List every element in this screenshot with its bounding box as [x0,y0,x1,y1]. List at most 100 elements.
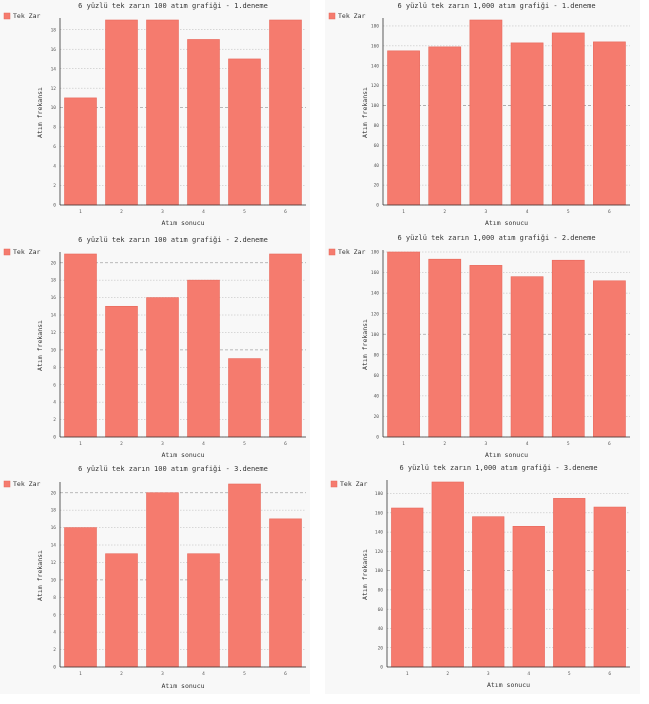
bar [472,516,505,668]
x-axis-label: Atım sonucu [161,682,204,690]
y-tick-label: 160 [375,510,383,516]
x-tick-label: 5 [567,441,570,447]
x-tick-label: 3 [485,441,488,447]
y-axis-label: Atım frekansı [36,87,44,138]
chart-title: 6 yüzlü tek zarın 100 atım grafiği - 2.d… [78,236,268,244]
legend-label: Tek Zar [13,480,40,488]
x-axis-label: Atım sonucu [487,681,530,689]
x-tick-label: 4 [526,209,529,215]
bar [146,297,179,438]
bar [431,481,464,668]
y-tick-label: 8 [53,125,56,131]
x-tick-label: 2 [443,441,446,447]
x-tick-label: 6 [608,671,611,677]
y-axis-label: Atım frekansı [361,319,369,370]
y-tick-label: 60 [374,143,380,149]
y-tick-label: 80 [374,352,380,358]
x-tick-label: 1 [406,671,409,677]
y-tick-label: 100 [375,568,383,574]
bar [269,518,302,668]
bar [387,251,420,438]
y-tick-label: 140 [371,291,379,297]
x-tick-label: 4 [526,441,529,447]
y-tick-label: 100 [371,103,379,109]
x-tick-label: 4 [202,441,205,447]
y-tick-label: 8 [53,365,56,371]
x-tick-label: 3 [161,671,164,677]
bar [391,507,424,668]
y-tick-label: 10 [51,105,57,111]
y-tick-label: 14 [51,66,57,72]
y-tick-label: 16 [51,295,57,301]
y-tick-label: 6 [53,612,56,618]
x-tick-label: 6 [284,209,287,215]
y-tick-label: 10 [51,577,57,583]
y-tick-label: 120 [371,311,379,317]
x-tick-label: 2 [120,441,123,447]
bar-chart: 0 20 40 60 80 100 120 140 160 180 1 2 3 4 5 6 6 yüzlü te… [328,2,630,227]
legend-label: Tek Zar [338,12,365,20]
x-tick-label: 2 [443,209,446,215]
chart-title: 6 yüzlü tek zarın 1,000 atım grafiği - 2… [397,234,595,242]
y-tick-label: 60 [378,607,384,613]
x-tick-label: 5 [243,209,246,215]
bar [146,492,179,668]
y-tick-label: 2 [53,647,56,653]
y-tick-label: 0 [380,665,383,671]
x-tick-label: 6 [284,441,287,447]
bar [512,526,545,668]
legend-swatch [3,480,11,488]
bar [146,19,179,206]
bar [187,553,220,668]
bar [64,527,97,668]
bar [187,39,220,206]
bar [551,259,585,438]
y-tick-label: 0 [53,203,56,209]
legend-label: Tek Zar [338,248,365,256]
bar [469,265,503,438]
bar [428,46,462,206]
y-tick-label: 140 [375,530,383,536]
bar [105,305,138,438]
x-tick-label: 5 [567,209,570,215]
legend-swatch [328,12,336,20]
bar [228,58,261,206]
y-tick-label: 12 [51,86,57,92]
y-tick-label: 80 [374,123,380,129]
y-tick-label: 160 [371,43,379,49]
y-axis-label: Atım frekansı [361,549,369,600]
x-tick-label: 3 [487,671,490,677]
x-tick-label: 4 [202,671,205,677]
x-tick-label: 6 [608,441,611,447]
bar [387,50,420,206]
chart-title: 6 yüzlü tek zarın 100 atım grafiği - 3.d… [78,465,268,473]
y-tick-label: 10 [51,347,57,353]
legend-swatch [3,12,11,20]
y-tick-label: 80 [378,588,384,594]
y-tick-label: 0 [376,203,379,209]
y-tick-label: 40 [374,393,380,399]
y-tick-label: 18 [51,27,57,33]
legend-swatch [3,248,11,256]
bar [228,358,261,438]
chart-title: 6 yüzlü tek zarın 1,000 atım grafiği - 1… [397,2,595,10]
y-tick-label: 16 [51,525,57,531]
y-tick-label: 100 [371,332,379,338]
bar [428,258,462,438]
bar [105,553,138,668]
bar [593,41,626,206]
y-tick-label: 4 [53,400,56,406]
x-tick-label: 1 [79,209,82,215]
x-axis-label: Atım sonucu [485,219,528,227]
x-tick-label: 4 [527,671,530,677]
x-tick-label: 5 [243,671,246,677]
x-tick-label: 2 [120,671,123,677]
x-tick-label: 1 [79,671,82,677]
bar [593,280,626,438]
y-tick-label: 4 [53,164,56,170]
y-tick-label: 14 [51,543,57,549]
y-tick-label: 140 [371,63,379,69]
